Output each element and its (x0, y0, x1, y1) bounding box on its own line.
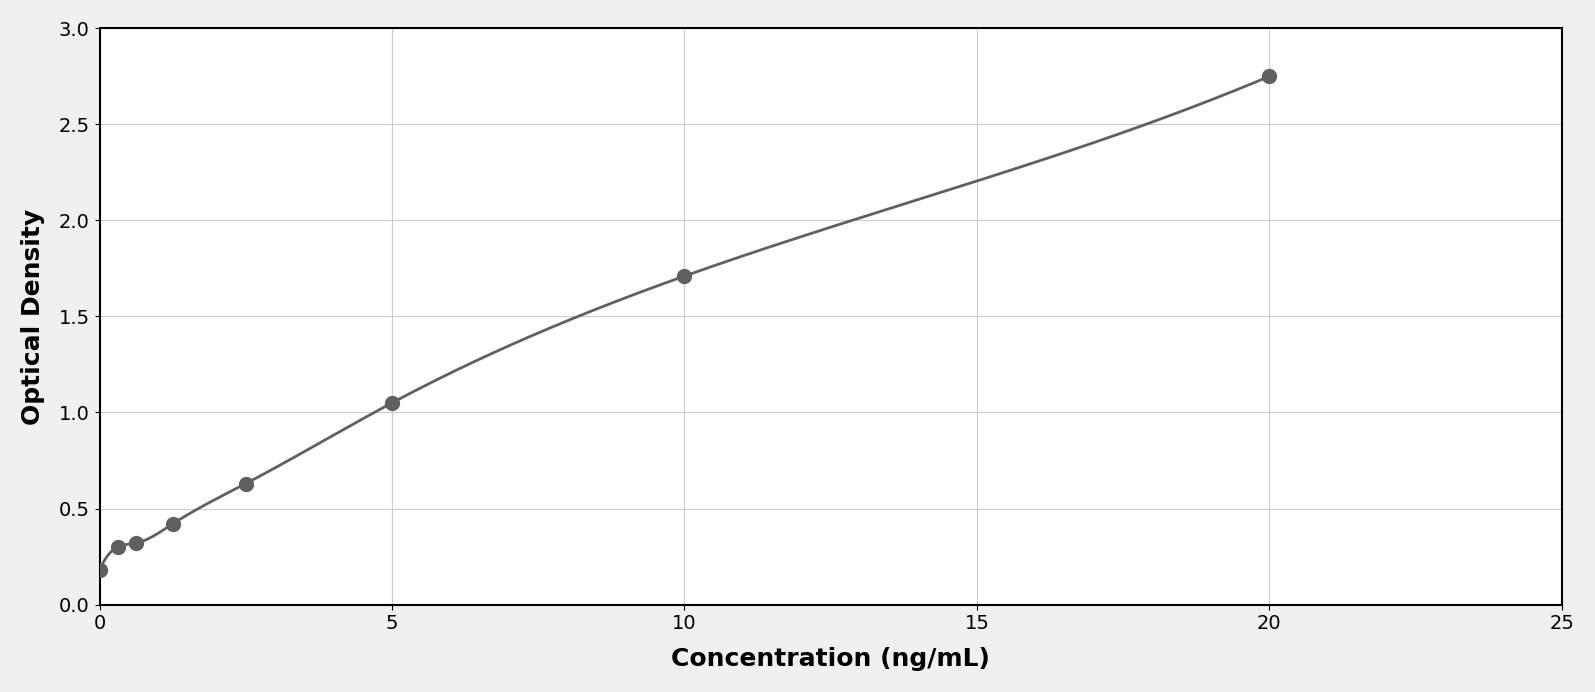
X-axis label: Concentration (ng/mL): Concentration (ng/mL) (671, 647, 990, 671)
Y-axis label: Optical Density: Optical Density (21, 208, 45, 424)
